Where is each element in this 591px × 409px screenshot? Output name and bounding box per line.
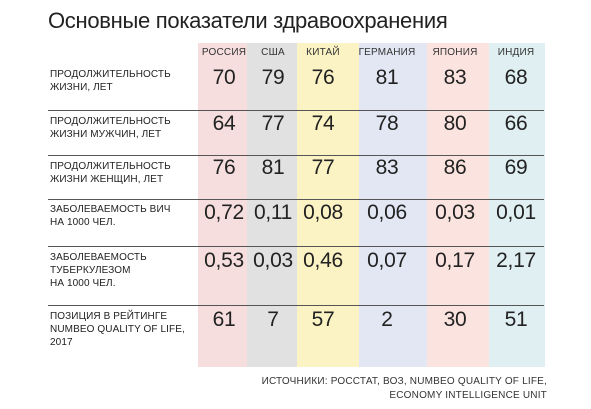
table-cell: 70 [212, 66, 236, 89]
column-header: ИНДИЯ [497, 47, 535, 58]
row-label: ЗАБОЛЕВАЕМОСТЬ ТУБЕРКУЛЕЗОМ НА 1000 ЧЕЛ. [50, 251, 200, 290]
column-band [427, 43, 489, 367]
row-divider [48, 246, 544, 247]
table-cell: 61 [212, 308, 236, 331]
row-label-line: ТУБЕРКУЛЕЗОМ [50, 265, 131, 276]
column-header: США [261, 47, 285, 58]
column-band [489, 43, 545, 367]
row-label-line: 2017 [50, 337, 73, 348]
row-label: ПРОДОЛЖИТЕЛЬНОСТЬ ЖИЗНИ МУЖЧИН, ЛЕТ [50, 115, 200, 141]
row-label-line: ЖИЗНИ, ЛЕТ [50, 82, 113, 93]
table-cell: 0,17 [435, 249, 475, 272]
table-cell: 81 [261, 156, 285, 179]
table-cell: 79 [261, 66, 285, 89]
table-cell: 77 [261, 112, 285, 135]
table-cell: 0,53 [204, 249, 244, 272]
table-cell: 66 [504, 112, 528, 135]
column-band [247, 43, 297, 367]
table-cell: 78 [375, 112, 399, 135]
column-header: ЯПОНИЯ [432, 47, 478, 58]
table-cell: 64 [212, 112, 236, 135]
table-cell: 2 [381, 308, 393, 331]
column-header: РОССИЯ [201, 47, 247, 58]
row-label-line: ПОЗИЦИЯ В РЕЙТИНГЕ [50, 311, 168, 322]
table-cell: 69 [504, 156, 528, 179]
table-cell: 0,03 [435, 201, 475, 224]
table-cell: 76 [212, 156, 236, 179]
row-divider [48, 305, 544, 306]
row-label: ПРОДОЛЖИТЕЛЬНОСТЬ ЖИЗНИ ЖЕНЩИН, ЛЕТ [50, 160, 200, 186]
table-cell: 0,07 [367, 249, 407, 272]
table-cell: 77 [311, 156, 335, 179]
table-cell: 76 [311, 66, 335, 89]
table-cell: 0,11 [253, 201, 293, 224]
table-cell: 0,72 [204, 201, 244, 224]
row-label: ЗАБОЛЕВАЕМОСТЬ ВИЧ НА 1000 ЧЕЛ. [50, 203, 200, 229]
table-cell: 0,03 [253, 249, 293, 272]
column-header: КИТАЙ [306, 47, 340, 58]
row-label-line: НА 1000 ЧЕЛ. [50, 217, 116, 228]
table-cell: 81 [375, 66, 399, 89]
table-cell: 51 [504, 308, 528, 331]
column-band [297, 43, 359, 367]
table-cell: 0,46 [303, 249, 343, 272]
row-label-line: НА 1000 ЧЕЛ. [50, 278, 116, 289]
table-cell: 7 [267, 308, 279, 331]
row-label-line: ПРОДОЛЖИТЕЛЬНОСТЬ [50, 116, 171, 127]
row-label: ПРОДОЛЖИТЕЛЬНОСТЬ ЖИЗНИ, ЛЕТ [50, 68, 200, 94]
table-cell: 80 [443, 112, 467, 135]
table-cell: 68 [504, 66, 528, 89]
column-header: ГЕРМАНИЯ [358, 47, 416, 58]
row-label-line: NUMBEO QUALITY OF LIFE, [50, 324, 185, 335]
row-divider [48, 199, 544, 200]
table-cell: 83 [375, 156, 399, 179]
row-label-line: ПРОДОЛЖИТЕЛЬНОСТЬ [50, 161, 171, 172]
table-cell: 2,17 [496, 249, 536, 272]
row-label: ПОЗИЦИЯ В РЕЙТИНГЕ NUMBEO QUALITY OF LIFE… [50, 310, 200, 349]
column-band [359, 43, 427, 367]
source-line-1: ИСТОЧНИКИ: РОССТАТ, ВОЗ, NUMBEO QUALITY … [261, 376, 547, 387]
page-title: Основные показатели здравоохранения [48, 8, 448, 33]
table-cell: 0,08 [303, 201, 343, 224]
table-cell: 83 [443, 66, 467, 89]
row-label-line: ПРОДОЛЖИТЕЛЬНОСТЬ [50, 69, 171, 80]
table-cell: 57 [311, 308, 335, 331]
table-cell: 0,06 [367, 201, 407, 224]
column-band [198, 43, 247, 367]
table-cell: 0,01 [496, 201, 536, 224]
row-label-line: ЗАБОЛЕВАЕМОСТЬ ВИЧ [50, 204, 171, 215]
table-cell: 30 [443, 308, 467, 331]
row-label-line: ЖИЗНИ ЖЕНЩИН, ЛЕТ [50, 174, 164, 185]
row-divider [48, 155, 544, 156]
table-cell: 86 [443, 156, 467, 179]
row-label-line: ЗАБОЛЕВАЕМОСТЬ [50, 252, 147, 263]
table-cell: 74 [311, 112, 335, 135]
row-label-line: ЖИЗНИ МУЖЧИН, ЛЕТ [50, 129, 162, 140]
source-line-2: ECONOMY INTELLIGENCE UNIT [389, 390, 547, 401]
row-divider [48, 110, 544, 111]
